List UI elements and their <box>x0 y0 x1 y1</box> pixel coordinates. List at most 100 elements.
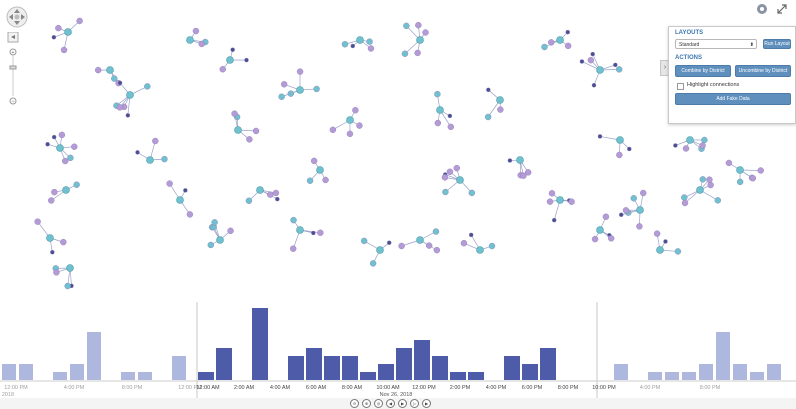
network-node[interactable] <box>488 242 496 250</box>
network-node[interactable] <box>67 154 74 162</box>
timebar-bar-outside[interactable] <box>767 364 781 380</box>
play-icon[interactable]: ▶ <box>398 399 407 408</box>
network-node[interactable] <box>453 164 460 172</box>
network-node[interactable] <box>192 27 200 35</box>
fit-time-icon[interactable]: ◎ <box>374 399 383 408</box>
network-node[interactable] <box>597 134 603 139</box>
network-node[interactable] <box>367 45 375 52</box>
network-graph[interactable] <box>0 0 796 300</box>
network-node-hub[interactable] <box>56 144 64 152</box>
network-node[interactable] <box>401 50 409 57</box>
network-node[interactable] <box>76 17 83 25</box>
network-node[interactable] <box>116 104 123 111</box>
network-node-hub[interactable] <box>616 136 624 144</box>
network-node[interactable] <box>135 150 140 155</box>
network-node[interactable] <box>48 197 55 204</box>
timebar-bar-outside[interactable] <box>699 364 713 380</box>
network-node[interactable] <box>317 229 324 236</box>
network-node[interactable] <box>152 137 159 145</box>
network-node[interactable] <box>714 197 722 204</box>
network-node[interactable] <box>125 113 131 118</box>
network-node[interactable] <box>681 199 689 207</box>
network-node[interactable] <box>211 219 218 226</box>
timebar-bar-outside[interactable] <box>70 364 84 380</box>
step-forward-icon[interactable]: ▷ <box>410 399 419 408</box>
network-node[interactable] <box>468 189 476 197</box>
network-node[interactable] <box>434 90 441 98</box>
network-node[interactable] <box>55 24 62 32</box>
timebar-bar-outside[interactable] <box>648 372 662 380</box>
network-node[interactable] <box>681 194 688 201</box>
network-node[interactable] <box>186 211 194 218</box>
network-node-hub[interactable] <box>216 236 224 244</box>
network-node[interactable] <box>296 68 304 75</box>
timebar-bar-outside[interactable] <box>716 332 730 380</box>
timebar-bar[interactable] <box>414 340 430 380</box>
network-node-hub[interactable] <box>496 96 504 104</box>
network-node-hub[interactable] <box>636 206 644 214</box>
timebar-bar-outside[interactable] <box>138 372 152 380</box>
combine-by-district-button[interactable]: Combine by District <box>675 65 731 77</box>
network-node[interactable] <box>369 260 377 267</box>
network-node-hub[interactable] <box>66 264 74 272</box>
network-node-hub[interactable] <box>176 196 184 204</box>
timebar-bar[interactable] <box>216 348 232 380</box>
network-node-hub[interactable] <box>46 234 54 242</box>
timebar-bar[interactable] <box>198 372 214 380</box>
network-node[interactable] <box>313 85 320 93</box>
network-node[interactable] <box>447 113 453 119</box>
network-node[interactable] <box>548 39 555 46</box>
network-node[interactable] <box>73 181 80 188</box>
network-node[interactable] <box>434 119 442 127</box>
network-node[interactable] <box>306 177 314 184</box>
network-node[interactable] <box>415 21 422 29</box>
timebar-bar[interactable] <box>360 372 376 380</box>
network-node[interactable] <box>34 218 41 225</box>
network-node[interactable] <box>414 49 421 57</box>
network-node[interactable] <box>673 143 678 148</box>
network-node[interactable] <box>699 176 706 183</box>
network-node-hub[interactable] <box>596 66 604 74</box>
timebar-bar[interactable] <box>342 356 358 380</box>
network-node-hub[interactable] <box>256 186 264 194</box>
network-node[interactable] <box>564 42 572 50</box>
network-node[interactable] <box>622 207 630 214</box>
network-node[interactable] <box>387 240 392 245</box>
network-node[interactable] <box>231 110 238 117</box>
network-node[interactable] <box>757 167 764 174</box>
network-node[interactable] <box>311 230 316 236</box>
network-node-hub[interactable] <box>516 156 524 164</box>
network-node[interactable] <box>244 57 249 63</box>
network-node[interactable] <box>541 43 548 51</box>
network-node-hub[interactable] <box>146 156 154 164</box>
network-node[interactable] <box>227 227 234 235</box>
timebar-bar-outside[interactable] <box>614 364 628 380</box>
network-node-hub[interactable] <box>376 246 384 254</box>
network-node[interactable] <box>53 269 60 276</box>
network-node[interactable] <box>460 239 468 247</box>
network-node-hub[interactable] <box>346 116 354 124</box>
network-node-hub[interactable] <box>226 56 234 64</box>
timebar-bar[interactable] <box>396 348 412 380</box>
timebar-bar[interactable] <box>540 348 556 380</box>
network-node[interactable] <box>398 242 405 250</box>
network-node[interactable] <box>144 83 151 90</box>
timebar-bar[interactable] <box>432 356 448 380</box>
network-node-hub[interactable] <box>126 91 134 99</box>
network-node[interactable] <box>579 59 585 64</box>
network-node-hub[interactable] <box>316 166 324 174</box>
network-node[interactable] <box>58 131 66 139</box>
network-node-hub[interactable] <box>656 246 664 254</box>
network-node-hub[interactable] <box>736 166 744 174</box>
network-node[interactable] <box>341 41 349 48</box>
network-node[interactable] <box>613 62 618 68</box>
network-node[interactable] <box>272 189 280 197</box>
expand-icon[interactable] <box>776 2 788 14</box>
network-node[interactable] <box>60 46 68 54</box>
network-node[interactable] <box>630 195 637 202</box>
network-node[interactable] <box>520 172 527 179</box>
network-node[interactable] <box>51 35 57 40</box>
network-node[interactable] <box>290 245 297 252</box>
help-icon[interactable] <box>756 2 768 14</box>
